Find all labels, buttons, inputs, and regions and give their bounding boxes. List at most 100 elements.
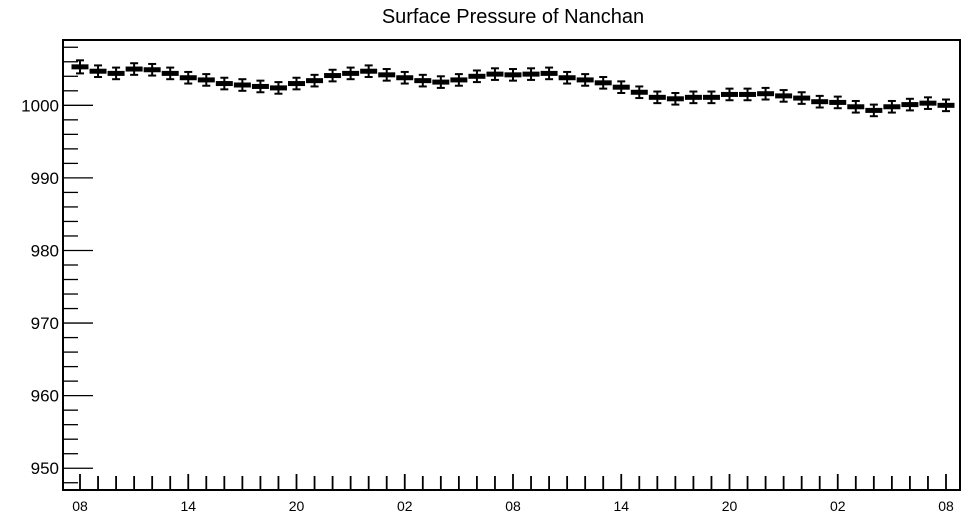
data-marker: [486, 71, 504, 77]
data-marker: [107, 70, 125, 76]
data-marker: [811, 99, 829, 105]
data-point: [775, 89, 793, 103]
data-marker: [937, 102, 955, 108]
data-point: [847, 99, 865, 114]
data-point: [450, 73, 468, 87]
x-tick-label: 20: [722, 498, 738, 514]
data-marker: [883, 104, 901, 110]
data-point: [612, 80, 630, 94]
data-point: [793, 91, 811, 105]
x-tick-label: 14: [613, 498, 629, 514]
data-marker: [901, 102, 919, 108]
data-point: [901, 97, 919, 112]
data-point: [89, 64, 107, 79]
data-point: [486, 67, 504, 81]
data-point: [504, 68, 522, 82]
data-marker: [829, 99, 847, 105]
data-point: [883, 99, 901, 114]
data-point: [324, 68, 342, 83]
data-point: [269, 81, 287, 95]
data-marker: [684, 94, 702, 100]
data-marker: [179, 75, 197, 81]
data-point: [179, 70, 197, 85]
data-point: [702, 90, 720, 105]
data-point: [829, 95, 847, 110]
data-marker: [197, 77, 215, 83]
data-marker: [89, 68, 107, 74]
data-points: [71, 59, 955, 118]
data-marker: [143, 67, 161, 73]
data-marker: [71, 64, 89, 70]
data-point: [414, 73, 432, 88]
data-point: [378, 68, 396, 82]
data-point: [71, 59, 89, 75]
data-marker: [125, 66, 143, 72]
y-tick-label: 960: [31, 387, 59, 406]
data-point: [360, 64, 378, 79]
y-tick-label: 1000: [21, 96, 59, 115]
data-marker: [468, 73, 486, 79]
data-point: [594, 76, 612, 90]
x-tick-label: 14: [180, 498, 196, 514]
data-marker: [612, 84, 630, 90]
data-marker: [306, 78, 324, 84]
x-tick-label: 08: [72, 498, 88, 514]
data-point: [919, 96, 937, 110]
data-marker: [342, 70, 360, 76]
data-point: [161, 66, 179, 81]
data-marker: [721, 91, 738, 97]
data-marker: [269, 85, 287, 91]
data-point: [811, 94, 829, 109]
data-marker: [432, 79, 450, 85]
y-axis: 950 960 970 980 990 1000: [21, 46, 93, 484]
data-point: [721, 87, 738, 102]
data-marker: [324, 73, 342, 79]
data-marker: [865, 107, 883, 113]
data-point: [757, 86, 775, 101]
data-marker: [378, 72, 396, 78]
data-marker: [847, 104, 865, 110]
data-point: [865, 103, 883, 118]
data-marker: [540, 70, 558, 76]
data-point: [396, 70, 414, 85]
data-point: [540, 66, 558, 81]
y-tick-label: 990: [31, 169, 59, 188]
data-point: [125, 62, 143, 76]
data-point: [739, 87, 757, 102]
data-marker: [161, 70, 179, 76]
data-marker: [414, 78, 432, 84]
data-point: [432, 75, 450, 89]
data-marker: [233, 82, 251, 88]
data-marker: [775, 93, 793, 99]
data-marker: [251, 83, 269, 89]
chart-title: Surface Pressure of Nanchan: [382, 6, 644, 28]
data-point: [197, 73, 215, 87]
data-point: [576, 73, 594, 87]
data-marker: [396, 75, 414, 81]
data-marker: [648, 94, 666, 100]
data-point: [215, 76, 233, 91]
data-marker: [504, 72, 522, 78]
data-marker: [666, 96, 684, 102]
y-tick-label: 970: [31, 314, 59, 333]
data-marker: [288, 81, 305, 87]
data-point: [937, 98, 955, 113]
data-marker: [360, 68, 378, 74]
data-marker: [630, 89, 648, 95]
data-point: [107, 66, 125, 81]
data-point: [342, 66, 360, 81]
x-tick-label: 08: [938, 498, 954, 514]
x-tick-label: 02: [397, 498, 413, 514]
data-marker: [702, 94, 720, 100]
data-marker: [576, 77, 594, 83]
data-marker: [522, 71, 540, 77]
data-marker: [793, 95, 811, 101]
x-tick-label: 02: [830, 498, 846, 514]
data-marker: [757, 91, 775, 97]
x-tick-label: 08: [505, 498, 521, 514]
data-point: [666, 91, 684, 106]
data-marker: [919, 100, 937, 106]
data-point: [558, 70, 576, 85]
data-marker: [450, 77, 468, 83]
